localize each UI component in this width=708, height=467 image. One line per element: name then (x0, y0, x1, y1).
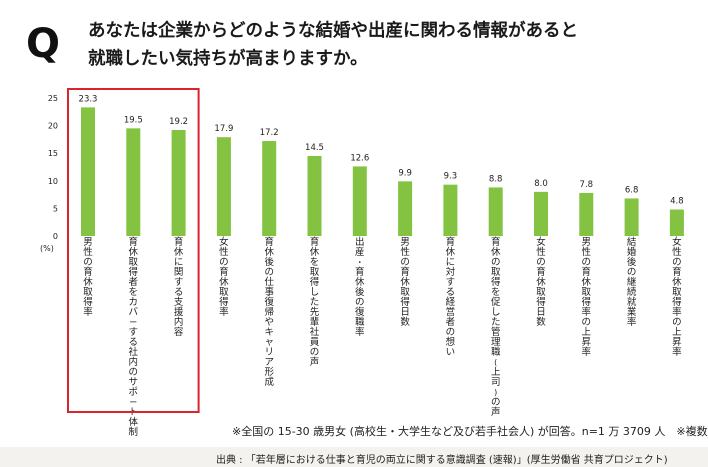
category-label: 女性の育休取得率 (219, 236, 229, 318)
category-label: 育休に対する経営者の想い (446, 236, 456, 358)
y-tick-label: 20 (48, 122, 58, 131)
y-tick-label: 5 (53, 204, 58, 213)
category-label: 育休後の仕事復帰やキャリア形成 (264, 236, 274, 388)
chart-panel: Q あなたは企業からどのような結婚や出産に関わる情報があると 就職したい気持ちが… (0, 0, 708, 447)
bar (307, 155, 322, 236)
category-label: 結婚後の継続就業率 (627, 236, 637, 328)
bar (624, 198, 639, 236)
bar (534, 191, 548, 236)
highlight-box (67, 88, 200, 413)
source-note: 出典 : 「若年層における仕事と育児の両立に関する意識調査 (速報)」(厚生労働… (216, 455, 668, 466)
question-line-2: 就職したい気持ちが高まりますか。 (88, 49, 368, 69)
bar (443, 184, 458, 236)
category-label: 育休を取得した先輩社員の声 (310, 236, 320, 368)
data-label: 19.5 (124, 115, 143, 125)
data-label: 8.8 (489, 174, 503, 184)
data-label: 17.9 (214, 124, 233, 134)
category-label: 男性の育休取得率 (83, 237, 93, 318)
bar (488, 187, 503, 236)
data-label: 7.8 (580, 180, 594, 190)
y-tick-label: 15 (48, 149, 58, 158)
data-label: 17.2 (260, 128, 279, 138)
y-tick-label: 25 (48, 94, 58, 103)
data-label: 12.6 (350, 153, 369, 163)
category-label: 男性の育休取得率の上昇率 (582, 237, 592, 358)
y-axis-label: (%) (40, 244, 54, 253)
data-label: 19.2 (169, 117, 188, 127)
category-label: 女性の育休取得日数 (536, 236, 546, 328)
data-label: 8.0 (534, 179, 548, 189)
y-tick-label: 0 (53, 232, 58, 241)
bar (398, 181, 413, 236)
bar (126, 128, 141, 236)
category-label: 男性の育休取得日数 (400, 237, 410, 328)
bar (216, 137, 231, 236)
category-label: 育休に関する支援内容 (174, 236, 184, 338)
question-mark: Q (26, 21, 61, 67)
bar (352, 166, 367, 236)
data-label: 4.8 (670, 197, 684, 207)
data-label: 9.9 (398, 168, 412, 178)
category-label: 女性の育休取得率の上昇率 (672, 236, 682, 358)
data-label: 9.3 (444, 172, 458, 182)
bar (669, 209, 684, 236)
data-label: 14.5 (305, 143, 324, 153)
survey-note: ※全国の 15-30 歳男女 (高校生・大学生など及び若手社会人) が回答。n=… (232, 425, 708, 438)
category-label: 育休取得者をカバーする社内のサポート体制 (129, 236, 139, 438)
y-tick-label: 10 (48, 177, 58, 186)
bar (579, 192, 594, 236)
bar (81, 107, 95, 236)
question-line-1: あなたは企業からどのような結婚や出産に関わる情報があると (88, 21, 578, 41)
data-label: 6.8 (625, 185, 639, 195)
bar (171, 130, 186, 236)
bar-chart: 0 5 10 15 20 25 (%) 23.3 男性の育休取得率 19.5 育休取得者をカバーする… (40, 88, 684, 438)
category-label: 育休の取得を促した管理職(上司)の声 (491, 236, 501, 418)
category-label: 出産・育休後の復職率 (355, 236, 365, 338)
data-label: 23.3 (79, 94, 98, 104)
bar (262, 141, 277, 236)
